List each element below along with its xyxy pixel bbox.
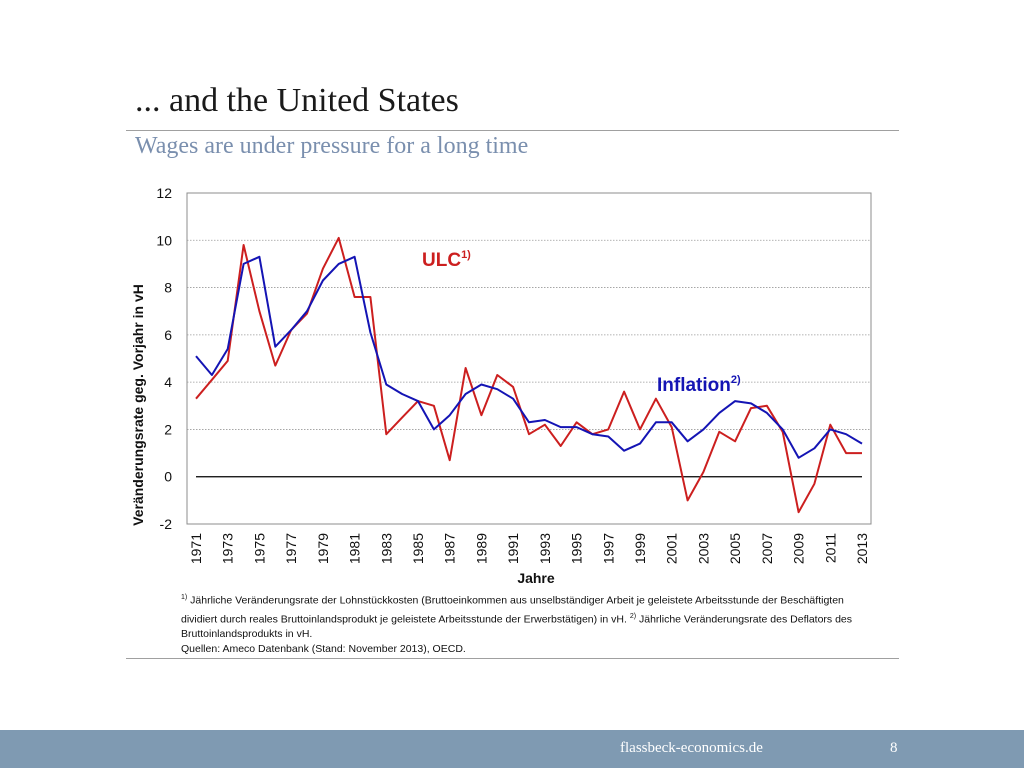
x-tick-label: 1995 bbox=[569, 533, 585, 564]
x-tick-label: 1991 bbox=[505, 533, 521, 564]
x-tick-label: 1977 bbox=[283, 533, 299, 564]
ulc-label-sup: 1) bbox=[461, 249, 471, 261]
footer-bar: flassbeck-economics.de 8 bbox=[0, 730, 1024, 768]
x-tick-label: 2003 bbox=[695, 533, 711, 564]
x-tick-label: 2009 bbox=[791, 533, 807, 564]
inflation-series-label: Inflation2) bbox=[657, 374, 741, 396]
x-tick-label: 1981 bbox=[347, 533, 363, 564]
footnote-marker-2: 2) bbox=[629, 612, 637, 620]
series-lines bbox=[195, 236, 863, 514]
slide-subtitle: Wages are under pressure for a long time bbox=[135, 133, 529, 159]
footer-website: flassbeck-economics.de bbox=[620, 740, 763, 756]
title-divider bbox=[126, 130, 899, 131]
y-tick-label: 0 bbox=[164, 469, 172, 485]
x-tick-label: 2007 bbox=[759, 533, 775, 564]
y-tick-label: 12 bbox=[156, 185, 172, 201]
y-tick-labels: -2 0 2 4 6 8 10 12 bbox=[156, 185, 172, 532]
x-tick-label: 1983 bbox=[378, 533, 394, 564]
x-tick-label: 2011 bbox=[822, 533, 838, 563]
x-tick-label: 1999 bbox=[632, 533, 648, 564]
y-axis-label: Veränderungsrate geg. Vorjahr in vH bbox=[130, 284, 146, 526]
ulc-series-label: ULC1) bbox=[422, 249, 471, 271]
y-tick-label: 8 bbox=[164, 280, 172, 296]
x-tick-labels: 1971 1973 1975 1977 1979 1981 1983 1985 1987 1989… bbox=[188, 533, 870, 564]
footnote-text-1: Jährliche Veränderungsrate der Lohnstück… bbox=[181, 594, 844, 626]
x-tick-label: 2013 bbox=[854, 533, 870, 564]
footnote-definitions: 1) Jährliche Veränderungsrate der Lohnst… bbox=[181, 590, 871, 642]
y-tick-label: 6 bbox=[164, 327, 172, 343]
line-chart: -2 0 2 4 6 8 10 12 1971 1973 1975 1977 1979 1981 1983… bbox=[130, 185, 872, 586]
x-tick-label: 1993 bbox=[537, 533, 553, 564]
x-tick-label: 2005 bbox=[727, 533, 743, 564]
slide-title: ... and the United States bbox=[135, 82, 459, 119]
inflation-label-sup: 2) bbox=[731, 374, 741, 386]
x-axis-label: Jahre bbox=[517, 570, 555, 586]
gridlines bbox=[187, 239, 871, 478]
x-tick-label: 1989 bbox=[473, 533, 489, 564]
footnote-marker-1: 1) bbox=[181, 594, 188, 601]
inflation-label-main: Inflation bbox=[657, 375, 731, 396]
plot-area bbox=[186, 192, 872, 525]
ulc-label-main: ULC bbox=[422, 250, 461, 271]
x-tick-label: 1985 bbox=[410, 533, 426, 564]
x-tick-label: 2001 bbox=[664, 533, 680, 564]
inflation-series-line bbox=[195, 255, 863, 459]
x-tick-label: 1975 bbox=[251, 533, 267, 564]
footnote-text-2: Jährliche Veränderungsrate des Deflators… bbox=[181, 613, 853, 640]
y-tick-label: -2 bbox=[160, 516, 173, 532]
y-tick-label: 4 bbox=[164, 374, 172, 390]
page-number: 8 bbox=[890, 740, 898, 756]
footnote-sources: Quellen: Ameco Datenbank (Stand: Novembe… bbox=[181, 643, 466, 655]
x-tick-label: 1997 bbox=[600, 533, 616, 564]
x-tick-label: 1987 bbox=[442, 533, 458, 564]
y-tick-label: 10 bbox=[156, 232, 172, 248]
x-tick-label: 1971 bbox=[188, 533, 204, 564]
x-tick-label: 1973 bbox=[220, 533, 236, 564]
x-tick-label: 1979 bbox=[315, 533, 331, 564]
bottom-divider bbox=[126, 658, 899, 659]
ulc-series-line bbox=[195, 236, 862, 514]
y-tick-label: 2 bbox=[164, 421, 172, 437]
chart-footnote: 1) Jährliche Veränderungsrate der Lohnst… bbox=[181, 590, 871, 657]
